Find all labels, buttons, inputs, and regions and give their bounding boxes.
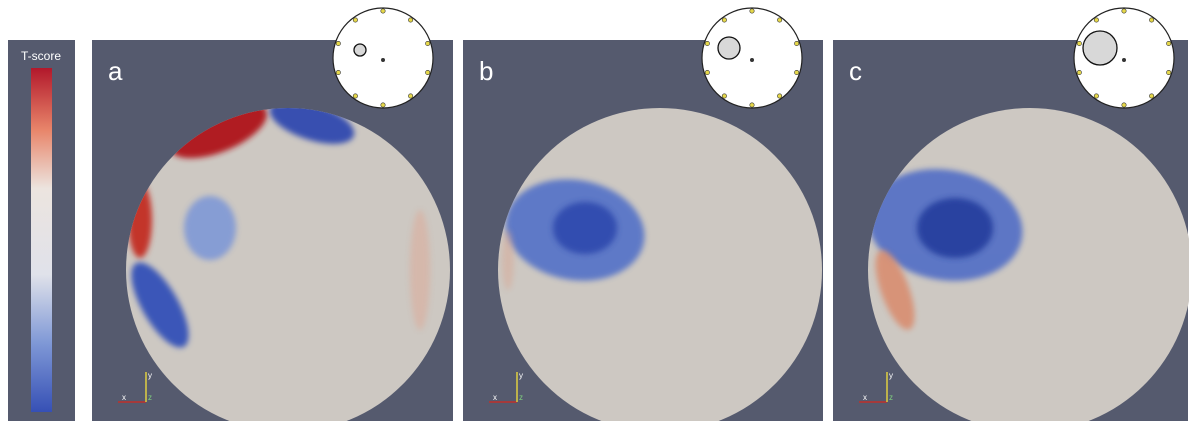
activation-blob — [917, 198, 993, 258]
head-disc — [126, 108, 450, 421]
inset-electrode — [1093, 17, 1099, 23]
inset-electrode — [380, 8, 386, 14]
inset-electrode — [335, 40, 341, 46]
inset-electrode — [380, 102, 386, 108]
inset-electrode — [1121, 102, 1127, 108]
inset-electrode — [704, 40, 710, 46]
inset-electrode — [408, 17, 414, 23]
inset-region — [353, 43, 367, 57]
activation-blob — [131, 262, 189, 348]
inset-electrode — [1093, 93, 1099, 99]
panel-label: a — [108, 56, 123, 86]
activation-blob — [269, 108, 355, 144]
axis-y-label: y — [519, 371, 523, 380]
inset-electrode — [1076, 70, 1082, 76]
inset-electrode — [749, 102, 755, 108]
inset-region — [1082, 30, 1118, 66]
inset-center — [750, 58, 754, 62]
inset-electrode — [408, 93, 414, 99]
inset-electrode — [1149, 17, 1155, 23]
activation-map — [502, 126, 645, 290]
activation-blob — [184, 196, 236, 260]
axis-x-label: x — [122, 393, 126, 402]
colorbar-title: T-score — [21, 49, 61, 63]
inset-electrode — [704, 70, 710, 76]
panel-label: b — [479, 56, 493, 86]
inset-electrode — [749, 8, 755, 14]
axis-x-label: x — [493, 393, 497, 402]
panel: c x y z — [833, 7, 1189, 421]
inset-electrode — [335, 70, 341, 76]
inset-electrode — [352, 17, 358, 23]
inset-region — [717, 36, 741, 60]
inset-electrode — [1076, 40, 1082, 46]
activation-map — [128, 108, 430, 348]
axis-z-label: z — [148, 393, 152, 402]
panel: b x y z — [463, 7, 823, 421]
inset-electrode — [352, 93, 358, 99]
axis-z-label: z — [519, 393, 523, 402]
activation-map — [868, 126, 1023, 330]
inset-electrode — [425, 70, 431, 76]
inset-electrode — [794, 70, 800, 76]
inset-electrode — [1149, 93, 1155, 99]
inset-electrode — [425, 40, 431, 46]
activation-blob — [169, 108, 267, 159]
inset-center — [381, 58, 385, 62]
activation-blob — [553, 202, 617, 254]
axis-z-label: z — [889, 393, 893, 402]
axis-x-label: x — [863, 393, 867, 402]
inset-electrode — [1166, 70, 1172, 76]
inset-electrode — [1121, 8, 1127, 14]
colorbar — [31, 68, 52, 412]
panel-label: c — [849, 56, 862, 86]
inset-electrode — [721, 93, 727, 99]
activation-blob — [875, 250, 915, 330]
inset-electrode — [777, 17, 783, 23]
inset-electrode — [1166, 40, 1172, 46]
axis-y-label: y — [889, 371, 893, 380]
panel: a x y z — [92, 7, 453, 421]
inset-electrode — [777, 93, 783, 99]
activation-blob — [410, 210, 430, 330]
inset-center — [1122, 58, 1126, 62]
inset-electrode — [794, 40, 800, 46]
axis-y-label: y — [148, 371, 152, 380]
activation-blob — [502, 230, 514, 290]
inset-electrode — [721, 17, 727, 23]
